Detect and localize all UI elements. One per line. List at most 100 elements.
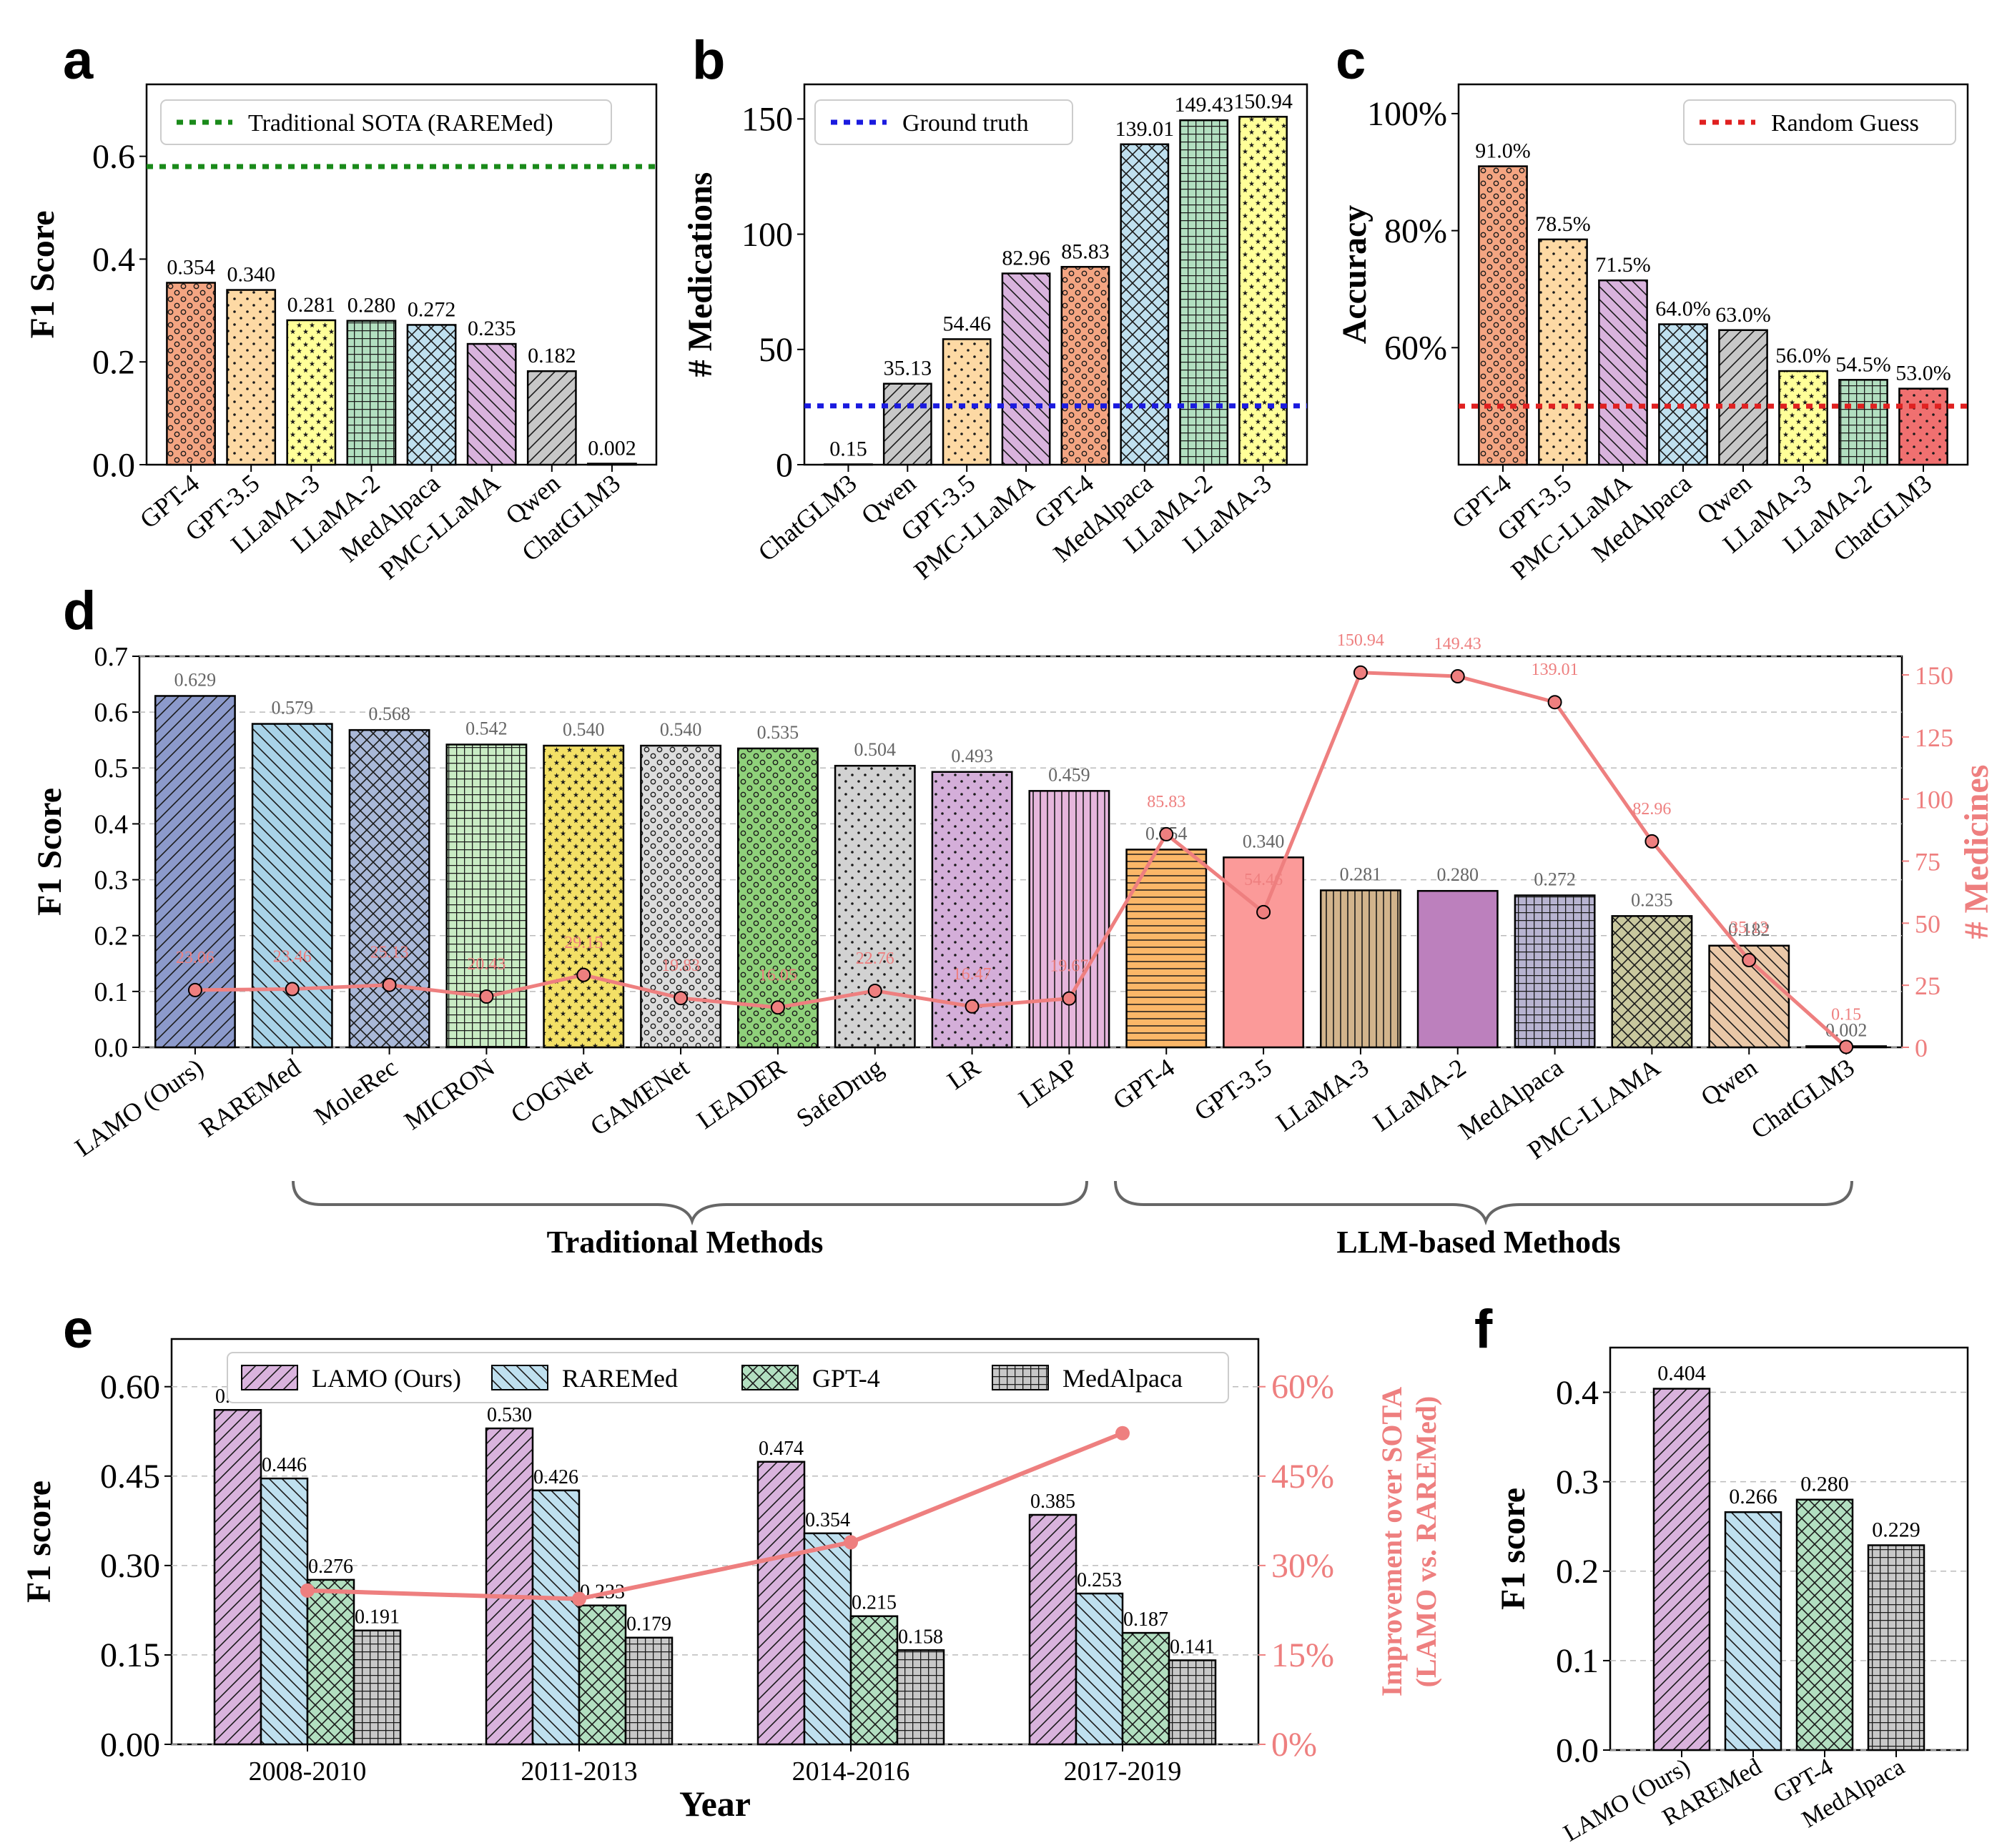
bar-value-label: 0.385 — [1030, 1491, 1075, 1513]
bar — [1125, 849, 1208, 1049]
legend-label: RAREMed — [562, 1364, 678, 1393]
bar-value-label: 0.235 — [1631, 889, 1673, 910]
medicines-point — [674, 991, 689, 1006]
bar — [1416, 889, 1499, 1049]
bar-value-label: 0.002 — [588, 437, 636, 460]
bar-value-label: 0.266 — [1729, 1485, 1777, 1508]
bar-value-label: 0.542 — [465, 718, 508, 738]
bar — [1075, 1592, 1124, 1746]
bar — [543, 744, 625, 1049]
panel-c-chart: 60%80%100%Accuracy91.0%GPT-478.5%GPT-3.5… — [1336, 83, 1969, 585]
bar-value-label: 0.281 — [1340, 864, 1382, 884]
traditional-methods-brace — [292, 1180, 1088, 1226]
y-tick-label: 0.2 — [94, 921, 129, 952]
y-tick-label: 0.4 — [92, 241, 135, 279]
y-tick-label: 0.30 — [100, 1547, 160, 1585]
llm-methods-label: LLM-based Methods — [1336, 1225, 1620, 1260]
bar-value-label: 0.540 — [563, 719, 605, 740]
medicines-point — [1256, 904, 1271, 919]
plot-frame — [1609, 1346, 1969, 1751]
medicines-point — [1644, 834, 1660, 849]
medicines-value-label: 150.94 — [1337, 631, 1384, 650]
x-tick-label: 2014-2016 — [792, 1756, 910, 1787]
bar — [1652, 1388, 1711, 1751]
bar — [1120, 143, 1170, 466]
bar-value-label: 0.191 — [355, 1606, 400, 1629]
bar-value-label: 0.493 — [951, 746, 993, 766]
medicines-point — [1742, 952, 1757, 967]
bar-value-label: 0.158 — [898, 1626, 943, 1648]
bar-value-label: 0.404 — [1657, 1362, 1706, 1385]
bar-value-label: 0.215 — [852, 1592, 897, 1614]
y-tick-label: 0.1 — [94, 977, 129, 1007]
medicines-value-label: 23.46 — [273, 948, 312, 967]
bar — [1478, 165, 1528, 466]
x-tick-label: 2008-2010 — [249, 1756, 367, 1787]
bar — [1898, 387, 1948, 466]
bar-value-label: 0.002 — [1825, 1019, 1868, 1040]
bar-value-label: 0.182 — [1728, 919, 1770, 940]
bar-value-label: 71.5% — [1595, 253, 1651, 277]
medicines-point — [1062, 991, 1077, 1006]
bar-value-label: 0.354 — [167, 256, 215, 280]
y-axis-title: F1 score — [20, 1481, 58, 1603]
panel-a-chart: 0.00.20.40.6F1 Score 0.354GPT-40.340GPT-3… — [24, 83, 658, 585]
bar-value-label: 54.5% — [1835, 352, 1891, 376]
bar — [531, 1489, 581, 1746]
x-tick-label: LAMO (Ours) — [69, 1053, 208, 1162]
panel-letter-c: c — [1336, 30, 1366, 91]
legend-label: GPT-4 — [812, 1364, 880, 1393]
y2-tick-label: 125 — [1915, 723, 1953, 752]
medicines-point — [1839, 1039, 1854, 1054]
bar — [286, 319, 337, 466]
medicines-point — [965, 999, 980, 1014]
y2-tick-label: 60% — [1271, 1368, 1334, 1406]
x-tick-label: LEAP — [1013, 1053, 1083, 1113]
medicines-point — [479, 989, 494, 1004]
legend — [160, 99, 612, 145]
y-tick-label: 0.45 — [100, 1458, 160, 1496]
y2-tick-label: 150 — [1915, 661, 1953, 690]
bar-value-label: 0.253 — [1077, 1569, 1122, 1591]
plot-frame — [803, 83, 1308, 466]
legend-swatch — [491, 1365, 548, 1390]
bar — [346, 320, 397, 466]
y2-tick-label: 45% — [1271, 1458, 1334, 1496]
bar-value-label: 0.229 — [1872, 1518, 1920, 1541]
bar-value-label: 82.96 — [1002, 247, 1050, 270]
bar — [1168, 1659, 1217, 1746]
bar — [624, 1636, 674, 1746]
bar-value-label: 0.340 — [1243, 831, 1285, 851]
y2-tick-label: 0 — [1915, 1034, 1928, 1062]
y-tick-label: 0.3 — [94, 865, 129, 895]
bar-value-label: 0.535 — [757, 722, 799, 743]
panel-letter-e: e — [63, 1299, 93, 1360]
x-tick-label: LR — [942, 1053, 986, 1095]
bar — [1611, 915, 1693, 1049]
bar-value-label: 35.13 — [884, 357, 932, 380]
medicines-value-label: 25.13 — [370, 944, 409, 962]
bar — [1778, 370, 1828, 466]
panel-d-chart: 0.0 0.1 0.2 0.3 0.4 0.5 0.6 0.7 F1 Score 0 25 50 75 1… — [31, 631, 1996, 1165]
bar — [1867, 1544, 1925, 1751]
bar — [406, 324, 457, 466]
medicines-value-label: 16.05 — [759, 966, 797, 984]
y2-tick-label: 15% — [1271, 1636, 1334, 1674]
bar — [587, 463, 637, 466]
bar — [1598, 279, 1648, 466]
bar — [306, 1578, 355, 1746]
y-tick-label: 0.0 — [92, 446, 135, 484]
x-tick-label: ChatGLM3 — [753, 468, 862, 566]
bar-value-label: 78.5% — [1535, 212, 1591, 236]
bar-value-label: 0.179 — [626, 1614, 671, 1636]
panel-letter-d: d — [63, 580, 96, 641]
bar — [1001, 272, 1051, 466]
y-tick-label: 0.7 — [94, 642, 129, 672]
bar-value-label: 0.235 — [468, 317, 516, 340]
bar — [1028, 1513, 1077, 1746]
bar — [640, 744, 722, 1049]
panel-letter-f: f — [1474, 1299, 1493, 1360]
bar-value-label: 0.281 — [287, 293, 336, 317]
x-axis-title: Year — [679, 1784, 751, 1824]
